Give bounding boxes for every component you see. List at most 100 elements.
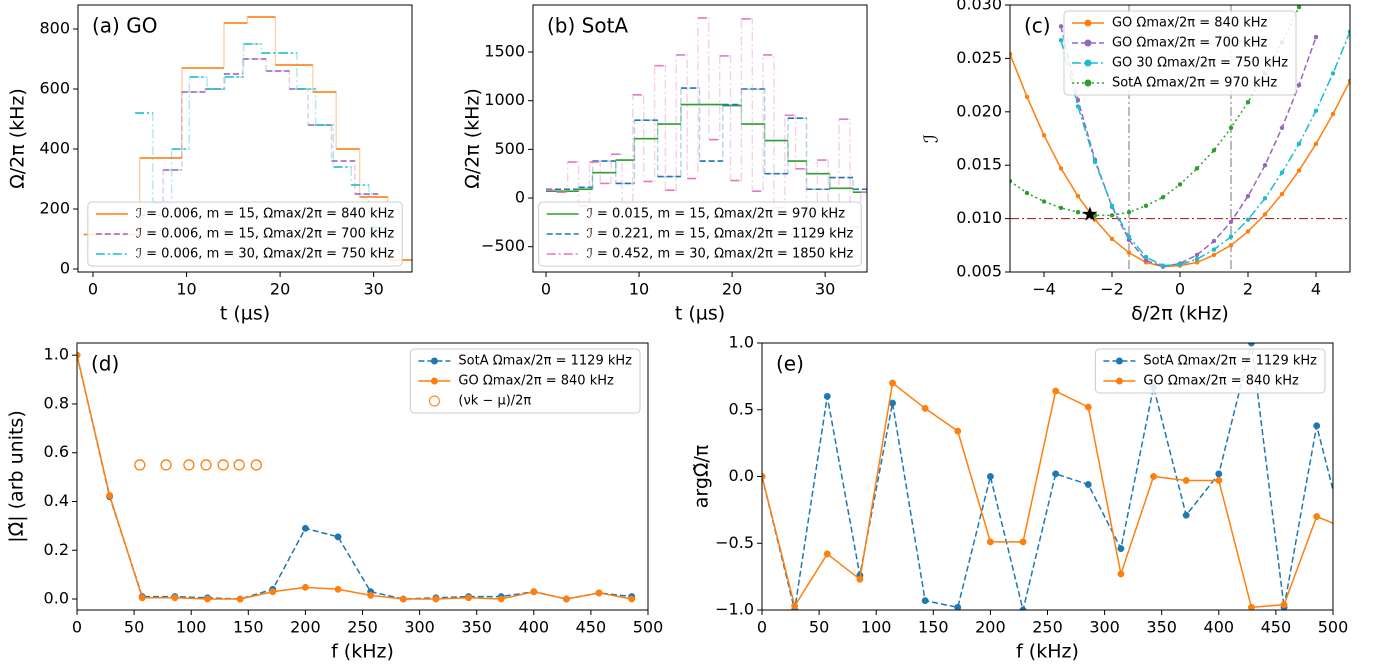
y-tick-label: −1.0 <box>715 600 754 619</box>
data-point <box>1228 219 1234 225</box>
x-tick-label: 200 <box>290 618 321 637</box>
data-point <box>1052 387 1060 395</box>
legend-marker <box>1084 59 1092 67</box>
data-point <box>200 459 212 471</box>
x-tick-label: 200 <box>975 618 1006 637</box>
data-point <box>823 392 831 400</box>
data-point <box>1296 141 1302 147</box>
step-connector <box>546 17 867 228</box>
step-connector <box>135 43 388 228</box>
data-point <box>1228 234 1234 240</box>
x-tick-label: 250 <box>1032 618 1063 637</box>
y-axis-label: Ω/2π (kHz) <box>7 88 29 189</box>
x-tick-label: 350 <box>461 618 492 637</box>
data-point <box>1024 190 1030 196</box>
data-point <box>1194 252 1200 258</box>
plot-area <box>77 351 636 603</box>
data-point <box>171 594 179 602</box>
y-tick-label: 500 <box>494 139 525 158</box>
legend-box <box>409 348 641 414</box>
data-point <box>1092 159 1098 165</box>
y-axis-label: Ω/2π (kHz) <box>462 88 484 189</box>
y-tick-label: 0.030 <box>956 0 1002 14</box>
data-point <box>1126 250 1132 256</box>
data-point <box>301 583 309 591</box>
x-tick-label: 50 <box>124 618 144 637</box>
data-point <box>1346 527 1352 533</box>
data-point <box>1194 256 1200 262</box>
data-point <box>1109 236 1115 242</box>
data-point <box>1194 166 1200 171</box>
y-tick-label: 200 <box>39 199 70 218</box>
series-line <box>1060 31 1350 267</box>
data-point <box>762 473 766 480</box>
y-tick-label: 800 <box>39 19 70 38</box>
legend-label: GO Ωmax/2π = 840 kHz <box>458 374 614 389</box>
data-point <box>1041 133 1047 138</box>
data-point <box>497 595 505 603</box>
data-point <box>595 589 603 597</box>
panel: 0 50 100 150 200 250 300 350 400 450 500 0.0 0.2 0.4 0… <box>6 342 664 663</box>
data-point <box>856 575 864 583</box>
data-point <box>791 602 799 610</box>
optimum-star <box>1082 206 1098 221</box>
panel-label: (c) <box>1024 14 1051 38</box>
data-point <box>1117 570 1125 578</box>
axes-frame <box>1009 4 1351 273</box>
data-point <box>562 595 570 603</box>
legend-label: GO Ωmax/2π = 700 kHz <box>1112 36 1268 51</box>
x-axis-label: δ/2π (kHz) <box>1131 303 1229 325</box>
data-point <box>465 594 472 602</box>
x-tick-label: 50 <box>809 618 829 637</box>
data-point <box>1313 513 1321 520</box>
panel: −4 −2 0 2 4 0.005 0.010 0.015 0.020 0.025 0.030 δ/2… <box>921 0 1351 325</box>
y-axis-label: argΩ̃/π <box>691 445 713 509</box>
data-point <box>1330 111 1336 117</box>
y-axis-label: ℐ <box>921 134 943 143</box>
panel-label: (b) SotA <box>547 14 628 38</box>
y-tick-label: 0 <box>515 188 525 207</box>
x-tick-label: −2 <box>1100 280 1124 299</box>
y-tick-label: 0.4 <box>44 491 69 510</box>
data-point <box>1109 213 1115 218</box>
data-point <box>1075 193 1081 199</box>
x-axis-label: f (kHz) <box>1016 641 1079 663</box>
data-point <box>1245 99 1251 105</box>
legend-marker <box>428 395 440 407</box>
x-tick-label: 150 <box>918 618 949 637</box>
data-point <box>432 595 440 603</box>
axes-frame <box>77 4 413 273</box>
data-point <box>1024 94 1030 100</box>
data-point <box>1041 199 1047 204</box>
y-tick-label: 400 <box>39 139 70 158</box>
data-point <box>1143 254 1149 260</box>
x-tick-label: 10 <box>629 280 649 299</box>
y-tick-label: 0.015 <box>956 155 1002 174</box>
y-tick-label: 600 <box>39 79 70 98</box>
data-point <box>1279 191 1285 197</box>
data-point <box>1296 82 1302 88</box>
x-tick-label: 0 <box>72 618 82 637</box>
data-point <box>954 603 962 610</box>
legend-label: SotA Ωmax/2π = 1129 kHz <box>1143 354 1317 369</box>
x-tick-label: 250 <box>347 618 378 637</box>
legend-label: ℐ = 0.015, m = 15, Ωmax/2π = 970 kHz <box>587 207 846 222</box>
data-point <box>334 533 342 541</box>
x-tick-label: 450 <box>576 618 607 637</box>
legend-label: GO 30 Ωmax/2π = 750 kHz <box>1112 56 1288 71</box>
plot-area <box>1010 5 1350 272</box>
panel-label: (d) <box>91 352 119 376</box>
data-point <box>1247 603 1255 610</box>
x-tick-label: 500 <box>633 618 664 637</box>
data-point <box>1313 108 1319 113</box>
data-point <box>1296 168 1302 173</box>
data-point <box>1052 470 1060 478</box>
legend-label: SotA Ωmax/2π = 970 kHz <box>1112 76 1277 91</box>
y-tick-label: −500 <box>481 236 525 255</box>
data-point <box>236 595 244 603</box>
y-tick-label: 0.025 <box>956 48 1002 67</box>
x-tick-label: 0 <box>88 280 98 299</box>
data-point <box>1346 551 1352 557</box>
data-point <box>1313 34 1319 40</box>
